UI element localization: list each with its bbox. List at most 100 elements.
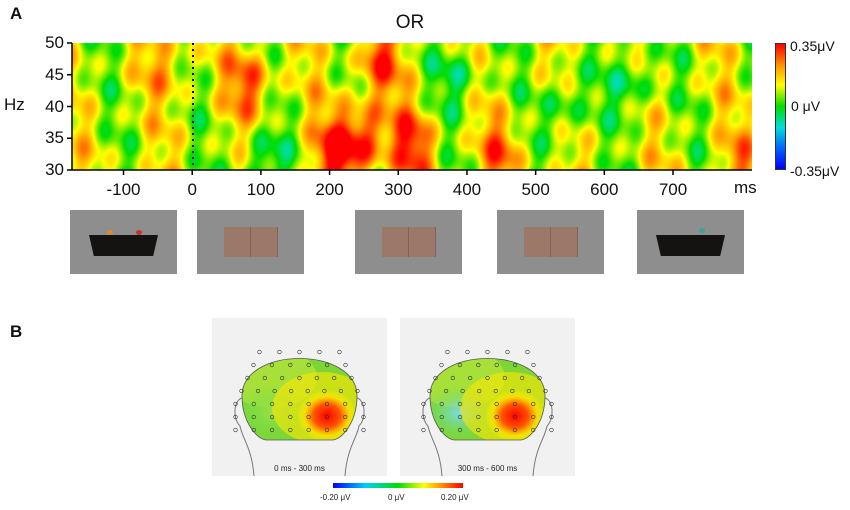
electrode-dot [324,427,330,433]
electrode-dot [269,362,275,368]
electrode-dot [272,388,277,394]
right-ear-icon [356,397,365,427]
electrode-dot [322,388,327,394]
electrode-dot [269,401,275,407]
electrode-dot [251,401,256,407]
x-tick-label: 500 [521,180,550,199]
electrode-dot [343,427,348,433]
electrode-dot [439,414,444,420]
x-tick-label: -100 [106,180,141,199]
occluder-image [382,227,436,257]
electrode-dot [457,362,463,368]
y-axis-label: Hz [4,95,25,114]
electrode-dot [257,349,262,355]
toy-teal [699,228,705,233]
electrode-dot [337,349,342,355]
electrode-dot [421,401,426,407]
y-tick-label: 50 [45,33,64,52]
electrode-dot [305,388,310,394]
electrode-dot [269,414,275,420]
topo-map-1-caption: 0 ms - 300 ms [274,464,325,473]
occluder-image [524,227,578,257]
electrode-dot [476,414,481,420]
occluder-image [224,227,278,257]
electrode-dot [324,401,330,407]
electrode-dot [343,401,348,407]
electrode-dot [314,375,319,381]
x-tick-label: 600 [590,180,619,199]
panel-b-label: B [10,322,23,341]
electrode-dot [349,375,354,381]
colorbar-min-label: -0.35μV [790,163,840,179]
toy-orange [107,230,113,235]
x-tick-label: 400 [452,180,482,199]
electrode-dot [450,375,455,381]
stimulus-frame-4 [497,210,604,274]
electrode-dot [476,362,481,368]
electrode-dot [493,388,498,394]
topo-map-1: 0 ms - 300 ms [212,318,387,477]
electrode-dot [269,427,275,433]
electrode-dot [427,388,432,394]
electrode-dot [433,375,438,381]
electrode-dot [288,401,293,407]
x-axis-unit: ms [734,178,757,197]
electrode-dot [338,388,344,394]
electrode-dot [445,349,450,355]
electrode-dot [277,349,282,355]
electrode-dot [297,375,302,381]
electrode-dot [520,375,525,381]
electrode-dot [439,427,444,433]
topo-colorbar [333,483,463,488]
electrode-dot [477,388,482,394]
electrode-dot [460,388,465,394]
stimulus-frame-3 [355,210,462,274]
electrode-dot [512,414,518,420]
electrode-dot [494,362,499,368]
electrode-dot [343,362,348,368]
electrode-dot [457,414,463,420]
electrode-dot [494,427,499,433]
topo-colorbar-max-label: 0.20 μV [441,493,469,502]
electrode-dot [531,427,536,433]
electrode-dot [512,401,518,407]
electrode-dot [245,375,250,381]
electrode-dot [476,427,481,433]
electrode-dot [502,375,507,381]
electrode-dot [512,362,518,368]
electrode-dot [485,375,490,381]
x-tick-label: 300 [384,180,413,199]
stimulus-frame-5 [637,210,744,274]
toy-red [136,230,142,235]
x-tick-label: 200 [315,180,344,199]
electrode-dot [543,388,548,394]
electrode-dot [251,362,256,368]
x-tick-label: 0 [187,180,197,199]
electrode-dot [262,375,267,381]
electrode-dot [439,401,444,407]
electrode-dot [537,375,542,381]
tray-image [656,235,725,256]
electrode-dot [361,414,366,420]
electrode-dot [317,349,322,355]
electrode-dot [485,349,490,355]
electrode-dot [549,401,554,407]
electrode-dot [324,414,330,420]
electrode-dot [457,401,463,407]
electrode-dot [306,414,311,420]
scalp-map-early [233,349,366,477]
neck-outline [239,425,360,477]
electrode-dot [251,427,256,433]
electrode-dot [332,375,337,381]
scalp-map-late [421,349,554,477]
x-tick-label: 700 [658,180,688,199]
panel-a-label: A [10,4,23,23]
y-tick-label: 40 [45,96,64,116]
electrode-dot [512,427,518,433]
colorbar [775,43,786,170]
electrode-dot [306,362,311,368]
electrode-dot [421,414,426,420]
electrode-dot [465,349,470,355]
x-tick-label: 100 [246,180,276,199]
time-frequency-heatmap [72,43,752,170]
